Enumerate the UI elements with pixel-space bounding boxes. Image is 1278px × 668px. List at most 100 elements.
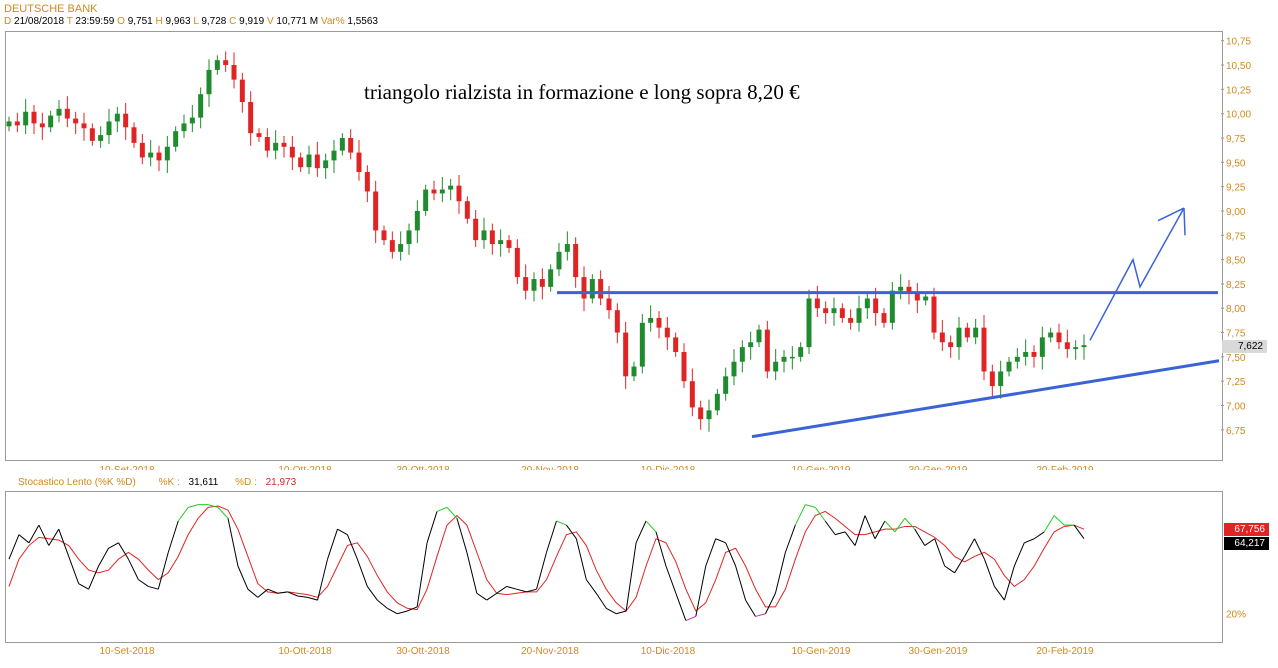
stoch-k-segment xyxy=(625,542,637,612)
price-tick-label: 9,00 xyxy=(1226,207,1246,218)
bearish-candle xyxy=(456,185,462,202)
stoch-k-segment xyxy=(397,610,408,615)
bearish-candle xyxy=(464,201,470,219)
stoch-k-segment xyxy=(983,559,995,587)
bullish-candle xyxy=(631,366,637,377)
stoch-k-segment xyxy=(805,504,816,508)
stoch-level-20: 20% xyxy=(1226,610,1246,621)
bullish-candle xyxy=(748,342,754,348)
stoch-k-segment xyxy=(854,515,866,546)
stoch-k-segment xyxy=(784,524,796,553)
bearish-candle xyxy=(389,240,395,252)
bearish-candle xyxy=(606,298,612,311)
bullish-candle xyxy=(1006,361,1012,372)
bearish-candle xyxy=(364,172,370,192)
bearish-candle xyxy=(156,152,162,161)
bullish-candle xyxy=(531,279,537,291)
stoch-k-segment xyxy=(665,565,677,594)
stoch-k-segment xyxy=(1024,538,1035,544)
bullish-candle xyxy=(856,308,862,323)
bearish-candle xyxy=(839,308,845,318)
bullish-candle xyxy=(448,185,454,190)
stoch-date-tick-label: 20-Nov-2018 xyxy=(521,646,579,657)
stoch-k-segment xyxy=(556,520,567,526)
stoch-k-segment xyxy=(964,538,975,557)
bearish-candle xyxy=(823,308,829,314)
bullish-candle xyxy=(798,347,804,357)
bearish-candle xyxy=(373,191,379,231)
bullish-candle xyxy=(564,244,570,252)
bullish-candle xyxy=(714,393,720,411)
date-tick-label: 30-Ott-2018 xyxy=(396,465,450,470)
stoch-date-tick-label: 10-Set-2018 xyxy=(99,646,154,657)
stoch-k-segment xyxy=(127,558,139,580)
stoch-k-segment xyxy=(426,511,438,543)
bullish-candle xyxy=(56,108,62,116)
bearish-candle xyxy=(356,152,362,173)
date-value: 21/08/2018 xyxy=(14,16,65,27)
bullish-candle xyxy=(589,279,595,299)
stoch-k-segment xyxy=(774,552,786,594)
bullish-candle xyxy=(739,347,745,362)
stoch-k-segment xyxy=(745,599,756,617)
bullish-candle xyxy=(731,361,737,377)
stoch-date-tick-label: 10-Gen-2019 xyxy=(792,646,851,657)
stoch-k-segment xyxy=(914,528,926,546)
bearish-candle xyxy=(656,317,662,328)
stoch-k-segment xyxy=(287,591,298,597)
bullish-candle xyxy=(706,410,712,420)
stoch-k-segment xyxy=(247,588,259,598)
price-tick-label: 8,50 xyxy=(1226,256,1246,267)
bullish-candle xyxy=(206,69,212,95)
stoch-k-segment xyxy=(257,588,269,598)
price-tick-label: 9,25 xyxy=(1226,183,1246,194)
stoch-k-segment xyxy=(188,504,199,508)
bullish-candle xyxy=(998,371,1004,387)
price-chart[interactable]: 10,75 10,50 10,25 10,00 9,75 9,50 9,25 9,00 8,75… xyxy=(0,0,1278,470)
stoch-k-segment xyxy=(277,591,288,594)
bullish-candle xyxy=(23,111,29,126)
stoch-k-segment xyxy=(98,548,109,567)
price-chart-panel[interactable] xyxy=(5,31,1223,461)
stoch-d-line xyxy=(8,505,1085,612)
stoch-k-segment xyxy=(645,520,657,533)
stoch-k-segment xyxy=(516,588,527,593)
stoch-k-segment xyxy=(8,534,20,560)
bullish-candle xyxy=(481,230,487,241)
stoch-k-segment xyxy=(506,585,517,590)
stoch-k-segment xyxy=(267,588,278,594)
bullish-candle xyxy=(1048,332,1054,338)
volume-value: 10,771 M xyxy=(276,16,319,27)
bearish-candle xyxy=(931,296,937,333)
bullish-candle xyxy=(98,135,104,141)
stoch-k-segment xyxy=(695,565,707,617)
stoch-k-segment xyxy=(108,542,119,549)
bullish-candle xyxy=(273,142,279,151)
var-value: 1,5563 xyxy=(347,16,378,27)
stoch-k-segment xyxy=(1053,515,1065,526)
date-tick-label: 10-Ott-2018 xyxy=(278,465,332,470)
bullish-candle xyxy=(831,308,837,314)
stoch-k-segment xyxy=(824,520,836,535)
low-value: 9,728 xyxy=(201,16,227,27)
price-tick-label: 9,75 xyxy=(1226,134,1246,145)
stoch-k-segment xyxy=(317,559,329,601)
time-value: 23:59:59 xyxy=(75,16,115,27)
stochastic-panel[interactable] xyxy=(5,491,1223,643)
bullish-candle xyxy=(439,189,445,194)
stochastic-chart[interactable]: 80%20%10-Set-201810-Ott-201830-Ott-20182… xyxy=(0,470,1278,668)
stoch-k-segment xyxy=(1033,531,1045,540)
stoch-k-segment xyxy=(446,507,458,519)
bearish-candle xyxy=(614,310,620,333)
stoch-k-segment xyxy=(655,531,667,567)
stoch-k-segment xyxy=(38,524,50,546)
date-tick-label: 10-Gen-2019 xyxy=(792,465,851,470)
price-tick-label: 10,75 xyxy=(1226,37,1251,48)
stoch-k-segment xyxy=(994,586,1005,601)
stoch-k-segment xyxy=(904,517,916,530)
stoch-k-segment xyxy=(894,517,906,533)
bearish-candle xyxy=(89,128,95,141)
date-tick-label: 30-Gen-2019 xyxy=(909,465,968,470)
bullish-candle xyxy=(423,189,429,211)
stoch-k-segment xyxy=(605,607,617,615)
